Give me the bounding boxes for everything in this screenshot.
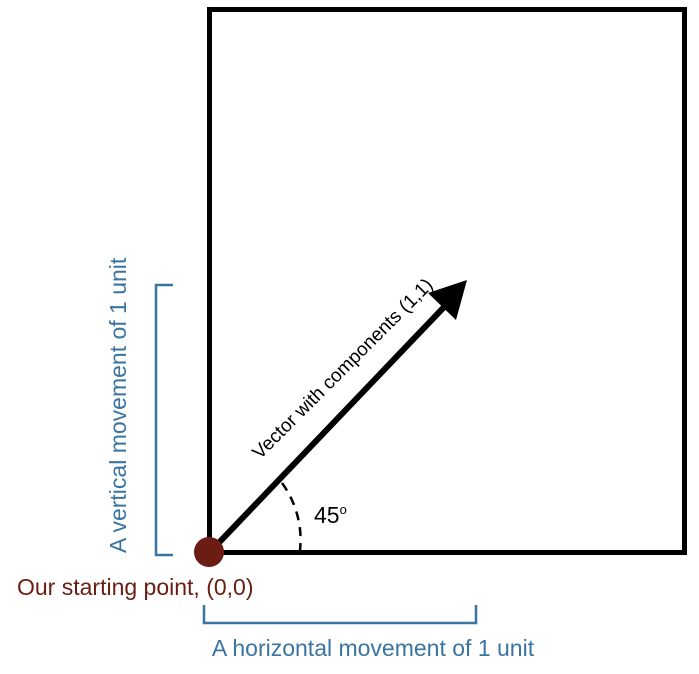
vertical-bracket bbox=[154, 283, 173, 557]
horizontal-movement-label: A horizontal movement of 1 unit bbox=[212, 635, 535, 661]
horizontal-bracket bbox=[202, 605, 478, 625]
angle-degree-mark: o bbox=[340, 502, 347, 517]
angle-value: 45 bbox=[314, 502, 340, 528]
angle-arc bbox=[280, 482, 302, 551]
origin-point bbox=[194, 537, 224, 567]
angle-label: 45o bbox=[314, 502, 347, 528]
vector-arrowhead bbox=[428, 280, 467, 320]
origin-label: Our starting point, (0,0) bbox=[17, 574, 254, 600]
vertical-movement-label: A vertical movement of 1 unit bbox=[105, 257, 131, 553]
vector-arrow-shaft bbox=[207, 302, 449, 555]
frame-rectangle bbox=[207, 7, 687, 555]
vector-label: Vector with components (1,1) bbox=[249, 275, 438, 464]
